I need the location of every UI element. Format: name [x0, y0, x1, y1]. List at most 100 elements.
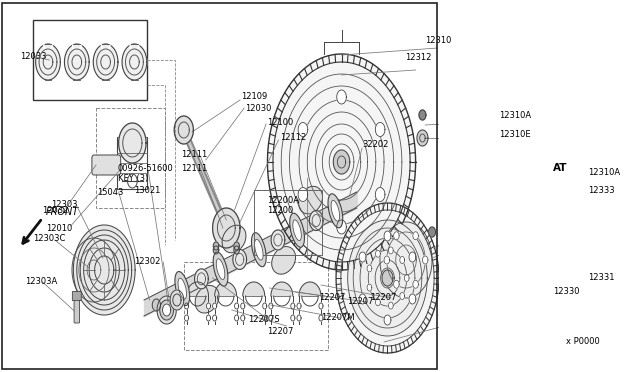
Polygon shape	[388, 302, 393, 309]
Polygon shape	[413, 232, 419, 240]
Polygon shape	[233, 249, 246, 269]
Polygon shape	[163, 304, 171, 316]
FancyBboxPatch shape	[92, 155, 121, 175]
Polygon shape	[157, 296, 176, 324]
Polygon shape	[429, 227, 435, 237]
Polygon shape	[184, 303, 189, 309]
Ellipse shape	[222, 225, 246, 253]
Polygon shape	[409, 252, 416, 262]
Text: 12310E: 12310E	[499, 129, 531, 138]
Text: 12312: 12312	[404, 52, 431, 61]
Polygon shape	[319, 303, 323, 309]
Polygon shape	[271, 230, 285, 250]
Polygon shape	[417, 130, 428, 146]
Text: 12207: 12207	[347, 298, 373, 307]
Polygon shape	[118, 123, 146, 163]
Polygon shape	[213, 246, 219, 254]
Polygon shape	[74, 225, 135, 315]
Polygon shape	[65, 44, 89, 80]
Polygon shape	[72, 238, 116, 302]
Text: 12111: 12111	[181, 164, 207, 173]
Text: FRONT: FRONT	[45, 207, 79, 217]
Polygon shape	[271, 282, 293, 296]
Polygon shape	[243, 282, 265, 296]
Polygon shape	[213, 242, 219, 250]
Polygon shape	[234, 242, 239, 250]
Polygon shape	[234, 246, 239, 254]
Ellipse shape	[299, 186, 323, 214]
Text: 12112: 12112	[280, 132, 306, 141]
Polygon shape	[367, 284, 372, 291]
Ellipse shape	[331, 201, 340, 221]
Text: x P0000: x P0000	[566, 337, 600, 346]
Polygon shape	[298, 187, 308, 202]
Polygon shape	[359, 294, 366, 304]
Polygon shape	[174, 116, 193, 144]
Polygon shape	[212, 315, 217, 321]
Text: 12033: 12033	[20, 51, 47, 61]
Ellipse shape	[328, 194, 343, 228]
Polygon shape	[268, 54, 415, 270]
Text: 12331: 12331	[588, 273, 615, 282]
Polygon shape	[170, 290, 184, 310]
Polygon shape	[380, 222, 432, 298]
Text: AT: AT	[553, 163, 567, 173]
Text: 12207: 12207	[371, 294, 397, 302]
Polygon shape	[262, 315, 267, 321]
Polygon shape	[359, 252, 366, 262]
Polygon shape	[382, 270, 393, 286]
Text: 12303C: 12303C	[33, 234, 65, 243]
Text: 12310A: 12310A	[499, 110, 531, 119]
Text: 12207: 12207	[268, 327, 294, 337]
Polygon shape	[269, 315, 273, 321]
Text: 12100: 12100	[268, 118, 294, 126]
Polygon shape	[394, 280, 399, 288]
Bar	[96, 108, 164, 208]
Text: 15043: 15043	[97, 187, 124, 196]
Polygon shape	[376, 299, 380, 306]
Text: 12010: 12010	[46, 224, 72, 232]
Ellipse shape	[290, 213, 305, 247]
Polygon shape	[419, 110, 426, 120]
Polygon shape	[186, 282, 209, 296]
Ellipse shape	[216, 259, 225, 279]
Polygon shape	[291, 303, 295, 309]
Polygon shape	[394, 232, 399, 240]
Text: 12200A: 12200A	[268, 196, 300, 205]
Polygon shape	[207, 315, 211, 321]
Text: 12030: 12030	[246, 103, 272, 112]
Polygon shape	[337, 90, 346, 104]
Polygon shape	[337, 220, 346, 234]
Polygon shape	[333, 150, 350, 174]
Polygon shape	[336, 203, 439, 353]
Ellipse shape	[195, 285, 219, 313]
Polygon shape	[384, 315, 391, 325]
Text: 12111: 12111	[181, 150, 207, 158]
Polygon shape	[207, 303, 211, 309]
Polygon shape	[384, 231, 391, 241]
Polygon shape	[297, 303, 301, 309]
Polygon shape	[400, 292, 404, 299]
Polygon shape	[93, 44, 118, 80]
Polygon shape	[195, 269, 208, 289]
Polygon shape	[409, 294, 416, 304]
Polygon shape	[184, 315, 189, 321]
Polygon shape	[298, 122, 308, 137]
Polygon shape	[309, 211, 323, 231]
Polygon shape	[348, 220, 428, 336]
Ellipse shape	[213, 252, 228, 286]
Polygon shape	[400, 257, 404, 263]
Polygon shape	[422, 256, 428, 264]
Text: 12207: 12207	[319, 294, 346, 302]
Polygon shape	[375, 187, 385, 202]
Polygon shape	[384, 256, 390, 264]
Text: 12032: 12032	[42, 205, 69, 215]
Polygon shape	[36, 44, 60, 80]
Polygon shape	[262, 303, 267, 309]
Polygon shape	[367, 265, 372, 272]
Polygon shape	[319, 315, 323, 321]
Text: 12200: 12200	[268, 205, 294, 215]
Text: KEY (3): KEY (3)	[118, 173, 148, 183]
Polygon shape	[388, 247, 393, 254]
Text: 12310A: 12310A	[588, 167, 621, 176]
